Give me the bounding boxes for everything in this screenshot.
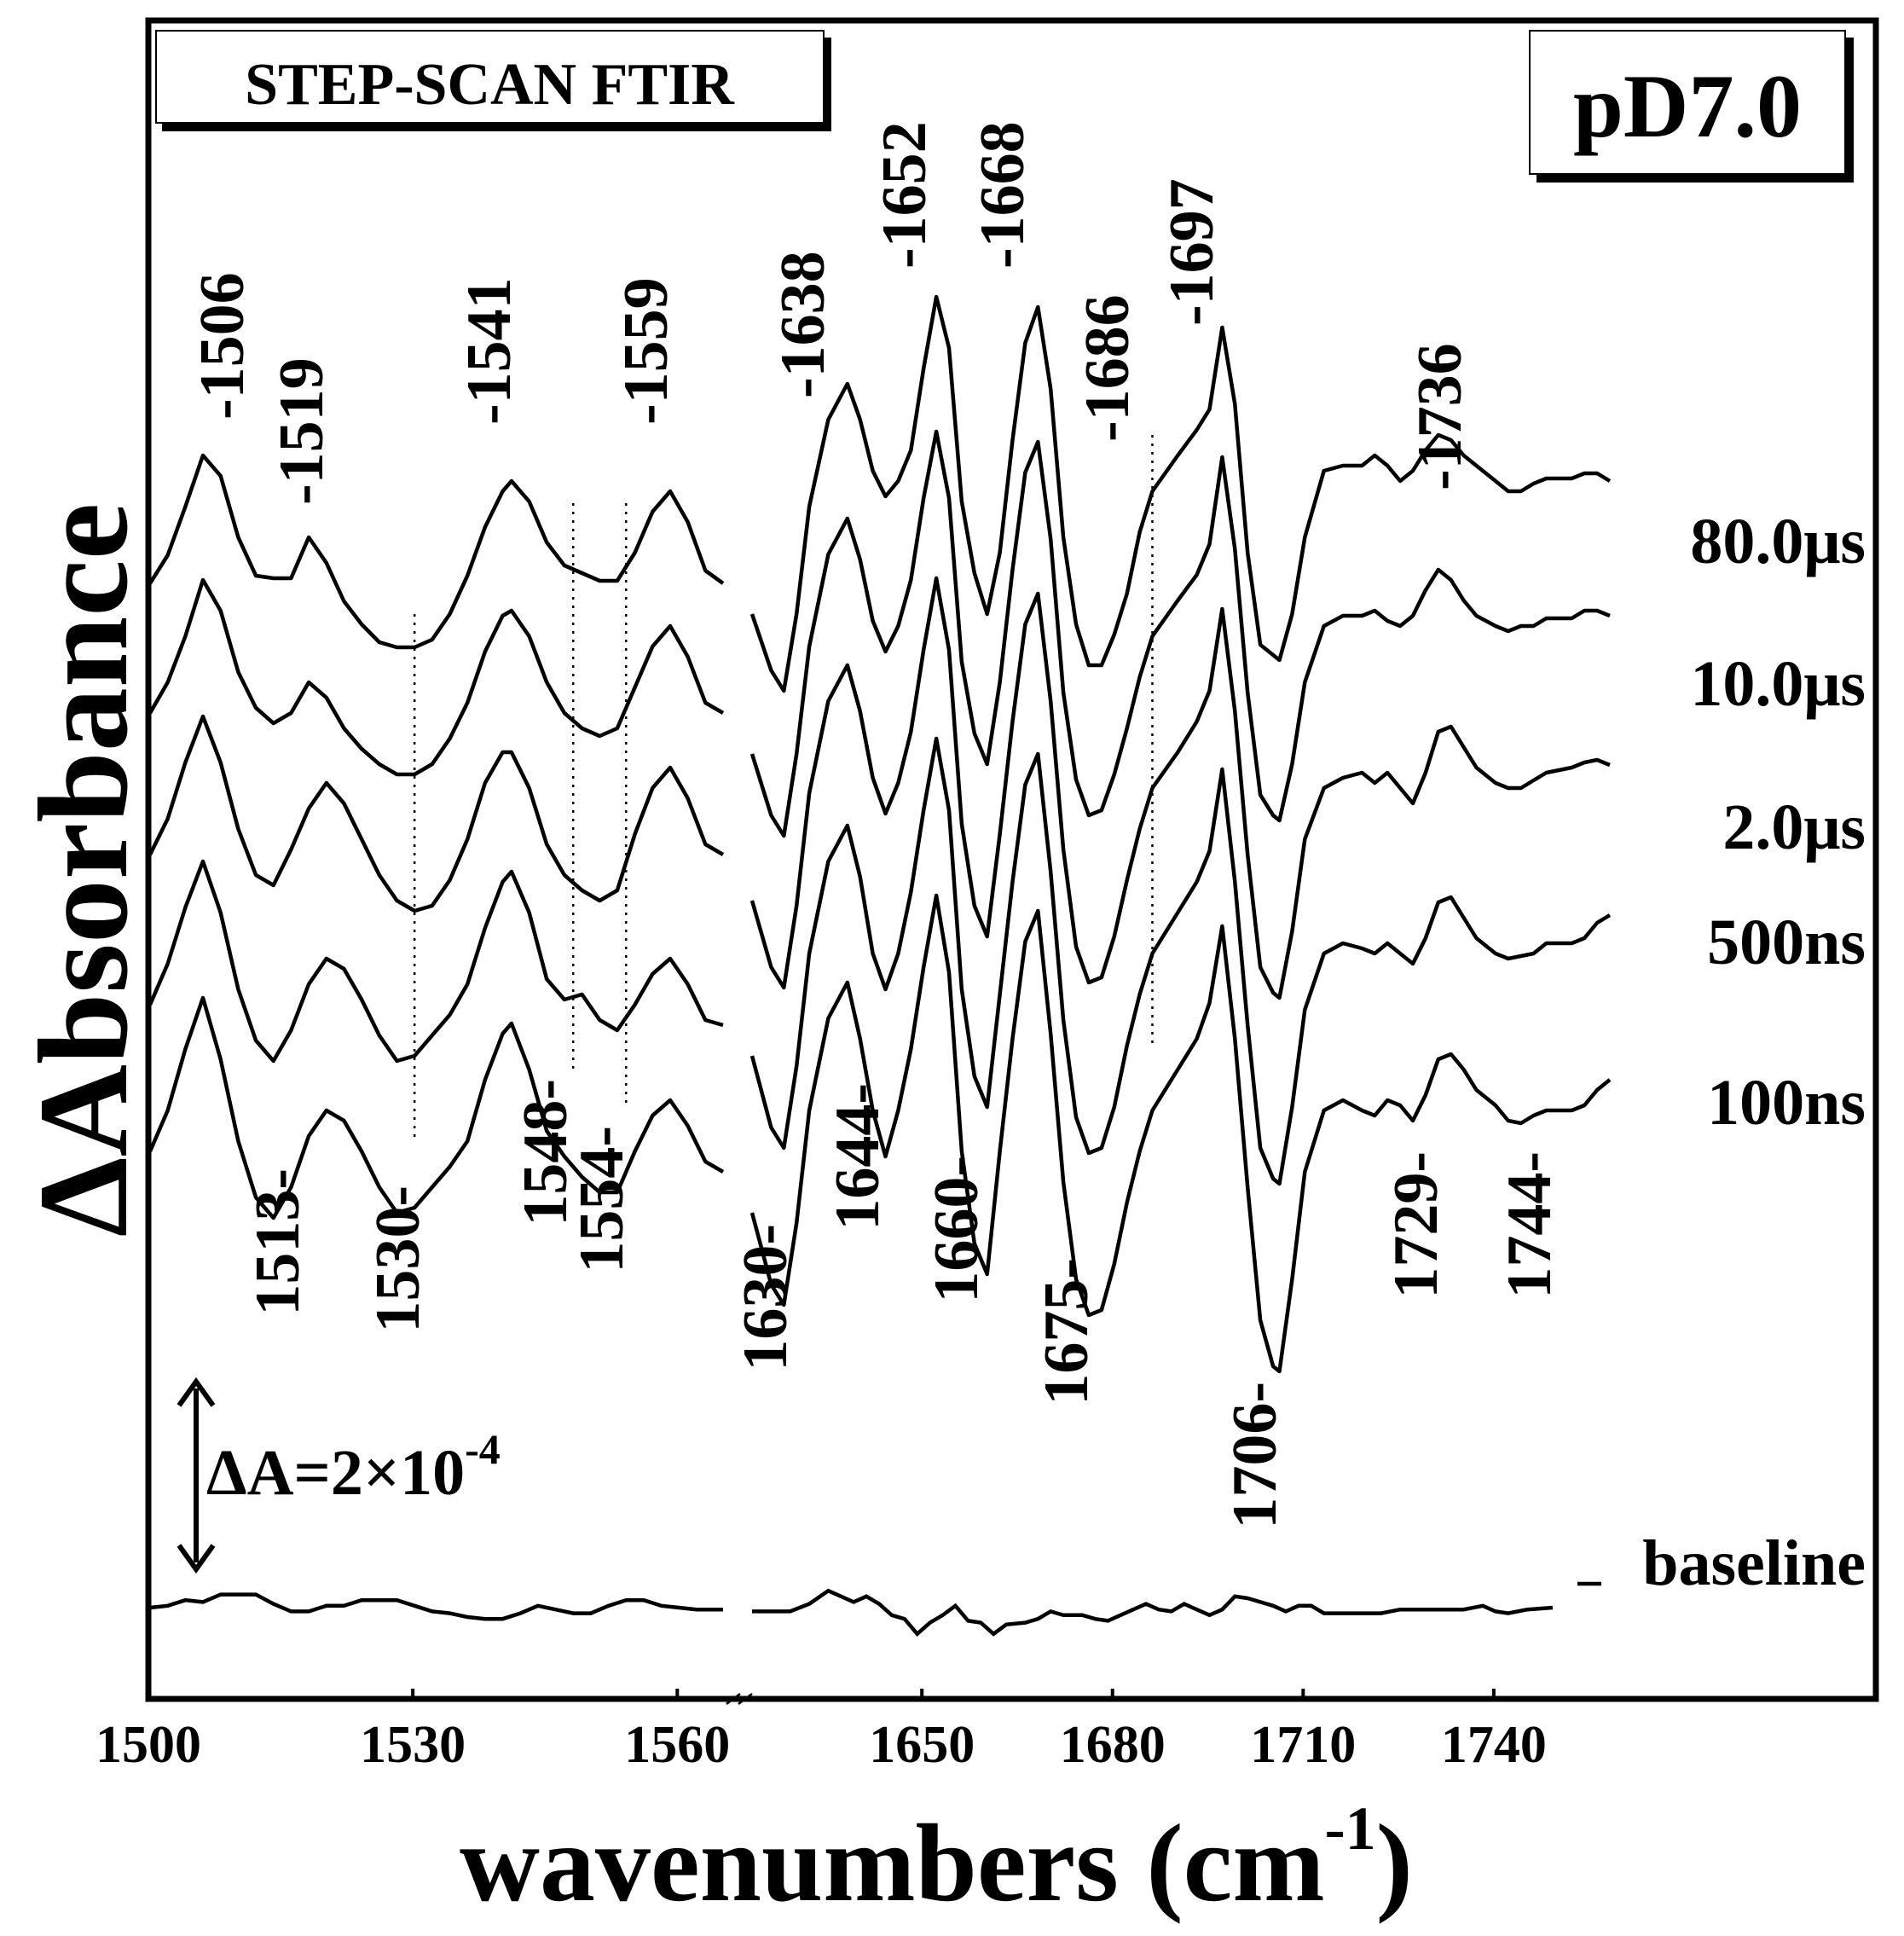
- baseline-line-segment: [752, 1588, 1554, 1637]
- inset-box-frame: [155, 30, 825, 124]
- series-line-segment: [148, 577, 725, 777]
- peak-label-bottom: 1513-: [243, 1168, 313, 1316]
- series-label: 80.0μs: [1690, 506, 1866, 577]
- series-line-segment: [148, 714, 725, 913]
- series-layer: [148, 294, 1612, 1637]
- peak-label-bottom: 1744-: [1495, 1151, 1565, 1299]
- peak-label-bottom: 1548-: [511, 1079, 581, 1226]
- series-line-segment: [148, 859, 724, 1064]
- series-10.0μs: [148, 429, 1611, 838]
- peak-label-top: -1541: [454, 277, 524, 425]
- series-80.0μs: [148, 294, 1612, 693]
- x-axis-ticks: 1500 1530 1560 1650 1680 1710 1740: [95, 1689, 1547, 1774]
- inset-label: STEP-SCAN FTIR: [245, 52, 735, 118]
- peak-label-bottom: 1660-: [922, 1156, 992, 1303]
- inset-box: STEP-SCAN FTIR: [155, 30, 831, 131]
- axis-break-stroke: [726, 1693, 741, 1705]
- peak-label-top: -1686: [1073, 294, 1143, 442]
- x-axis-label-close: ): [1376, 1802, 1413, 1925]
- condition-box-frame: [1529, 30, 1846, 175]
- peak-label-top: -1697: [1157, 178, 1227, 326]
- x-tick-label: 1680: [1060, 1716, 1166, 1774]
- series-label: 10.0μs: [1690, 648, 1866, 720]
- plot-frame: [145, 17, 1879, 1702]
- scale-bar-label-main: ΔA=2×10: [206, 1437, 465, 1509]
- condition-label: pD7.0: [1573, 56, 1802, 156]
- series-line-segment: [749, 294, 1612, 693]
- series-label: 2.0μs: [1722, 791, 1866, 863]
- scale-bar-arrow-top: [177, 1377, 216, 1407]
- series-line-segment: [749, 736, 1612, 1186]
- series-baseline: [149, 1581, 1601, 1637]
- series-labels: 80.0μs 10.0μs 2.0μs 500ns 100ns baseline: [1642, 506, 1866, 1599]
- dotted-guides: [413, 435, 1154, 1143]
- x-tick-label: 1650: [869, 1716, 975, 1774]
- series-line-segment: [749, 576, 1611, 1000]
- series-label: baseline: [1642, 1527, 1866, 1599]
- series-label: 100ns: [1707, 1067, 1866, 1139]
- y-axis-label: ΔAbsorbance: [13, 503, 154, 1238]
- peak-label-bottom: 1729-: [1381, 1151, 1451, 1299]
- scale-bar-arrow-bottom: [177, 1544, 216, 1574]
- peak-label-top: -1736: [1405, 343, 1475, 490]
- x-tick-label: 1500: [95, 1716, 201, 1774]
- x-axis-label-exponent: -1: [1325, 1794, 1376, 1863]
- scale-bar: ΔA=2×10-4: [177, 1377, 501, 1574]
- x-tick-label: 1560: [624, 1716, 730, 1774]
- peak-label-top: -1559: [611, 277, 681, 425]
- peak-label-top: -1519: [267, 357, 337, 505]
- series-line-segment: [749, 429, 1611, 838]
- series-line-segment: [148, 453, 725, 650]
- axis-break-stroke: [738, 1693, 753, 1705]
- peak-labels-top: -1506-1519 -1541 -1559 -1638 -1652 -1668 -1686…: [188, 121, 1475, 505]
- series-line-segment: [148, 995, 725, 1220]
- peak-label-top: -1668: [968, 121, 1038, 269]
- peak-labels-bottom: 1513- 1530- 1548-1554- 1630- 1644- 1660- 1675-…: [243, 1079, 1565, 1529]
- peak-label-top: -1652: [870, 121, 940, 269]
- peak-label-top: -1506: [188, 272, 258, 420]
- peak-label-bottom: 1554-: [567, 1126, 637, 1273]
- condition-box: pD7.0: [1529, 30, 1854, 183]
- peak-label-top: -1638: [768, 251, 838, 398]
- peak-label-bottom: 1675-: [1032, 1258, 1102, 1406]
- scale-bar-label-exponent: -4: [465, 1425, 501, 1473]
- series-500ns: [148, 736, 1612, 1186]
- x-tick-label: 1710: [1250, 1716, 1356, 1774]
- series-label: 500ns: [1707, 907, 1866, 978]
- peak-label-bottom: 1630-: [731, 1224, 801, 1371]
- peak-label-bottom: 1644-: [823, 1083, 893, 1231]
- baseline-line-segment: [149, 1592, 723, 1621]
- series-2.0μs: [148, 576, 1611, 1000]
- scale-bar-label: ΔA=2×10-4: [206, 1425, 501, 1509]
- x-axis-label-main: wavenumbers (cm: [460, 1802, 1325, 1925]
- x-tick-label: 1740: [1441, 1716, 1547, 1774]
- peak-label-bottom: 1530-: [363, 1185, 433, 1333]
- x-axis-label: wavenumbers (cm-1): [460, 1794, 1413, 1925]
- series-100ns: [148, 893, 1612, 1374]
- peak-label-bottom: 1706-: [1220, 1382, 1290, 1529]
- x-tick-label: 1530: [360, 1716, 466, 1774]
- series-line-segment: [749, 893, 1612, 1374]
- axis-break-mark: [726, 1693, 753, 1705]
